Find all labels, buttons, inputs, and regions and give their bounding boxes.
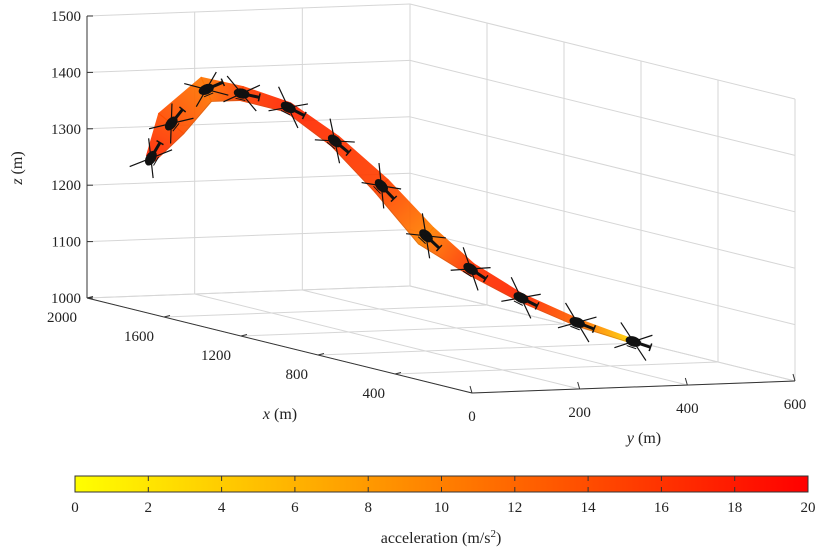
- grid-line: [86, 229, 411, 243]
- z-tick-label: 1100: [52, 235, 81, 251]
- grid-line: [240, 323, 565, 337]
- helicopter-icon: [450, 247, 491, 291]
- ribbon-edge: [575, 325, 633, 344]
- grid-line: [409, 59, 796, 156]
- y-tick-label: 600: [784, 397, 807, 413]
- grid-line: [86, 172, 411, 186]
- grid-line: [409, 3, 796, 100]
- grid-lines: [86, 3, 796, 394]
- colorbar-tick-label: 12: [507, 500, 522, 516]
- y-tick-mark: [684, 377, 688, 386]
- z-tick-label: 1000: [51, 291, 81, 307]
- y-tick-mark: [469, 385, 473, 394]
- x-axis-label: x (m): [262, 406, 297, 423]
- helicopter-icon: [268, 86, 309, 129]
- x-tick-label: 1200: [201, 348, 231, 364]
- colorbar-tick-label: 2: [145, 500, 153, 516]
- helicopter-icon: [314, 118, 355, 164]
- grid-line: [86, 116, 411, 130]
- z-tick-label: 1400: [51, 65, 81, 81]
- y-tick-mark: [792, 373, 796, 382]
- colorbar-tick-label: 14: [581, 500, 597, 516]
- grid-line: [317, 342, 642, 356]
- y-tick-label: 400: [676, 401, 699, 417]
- colorbar-label: acceleration (m/s2): [381, 528, 502, 547]
- helicopter-icon: [406, 213, 446, 259]
- x-axis-line: [86, 297, 473, 394]
- helicopter-icon: [501, 276, 541, 319]
- z-tick-label: 1200: [51, 178, 81, 194]
- colorbar-tick-label: 4: [218, 500, 226, 516]
- ribbon-edge: [240, 100, 287, 113]
- x-tick-mark: [86, 296, 94, 299]
- grid-line: [394, 361, 719, 375]
- x-tick-mark: [163, 315, 171, 318]
- grid-line: [409, 116, 796, 213]
- axes-box: [86, 16, 796, 394]
- colorbar-tick-label: 18: [727, 500, 742, 516]
- x-tick-label: 1600: [124, 329, 154, 345]
- helicopter-icon: [361, 163, 402, 209]
- helicopter-markers: [129, 71, 653, 361]
- colorbar-tick-label: 0: [71, 500, 79, 516]
- helicopter-icon: [557, 302, 597, 343]
- x-tick-mark: [317, 353, 325, 356]
- grid-line: [409, 172, 796, 269]
- grid-line: [194, 293, 580, 390]
- ribbon-edge: [374, 191, 419, 245]
- x-tick-mark: [240, 334, 248, 337]
- colorbar-tick-label: 8: [364, 500, 372, 516]
- helicopter-icon: [148, 103, 194, 144]
- x-tick-label: 800: [286, 367, 309, 383]
- grid-line: [302, 289, 688, 386]
- y-axis-line: [471, 380, 796, 394]
- ribbon-segment: [575, 318, 635, 344]
- ribbon-edge: [467, 273, 520, 302]
- colorbar-tick-label: 10: [434, 500, 449, 516]
- x-tick-mark: [394, 372, 402, 375]
- x-tick-label: 400: [363, 386, 386, 402]
- grid-line: [86, 3, 411, 17]
- grid-line: [409, 229, 796, 326]
- helicopter-icon: [184, 71, 229, 107]
- z-axis-label: z (m): [9, 151, 26, 185]
- tick-labels: 1000110012001300140015002000160012008004…: [47, 9, 806, 425]
- helicopter-icon: [223, 75, 261, 112]
- y-axis-label: y (m): [625, 430, 661, 447]
- colorbar-tick-label: 6: [291, 500, 299, 516]
- x-tick-label: 2000: [47, 310, 77, 326]
- ribbon-edge: [183, 101, 212, 134]
- helicopter-icon: [129, 138, 173, 179]
- helicopter-icon: [614, 322, 653, 361]
- z-tick-label: 1300: [51, 122, 81, 138]
- ribbon-edge: [519, 301, 577, 326]
- grid-line: [86, 59, 411, 73]
- grid-line: [86, 285, 411, 299]
- z-tick-label: 1500: [51, 9, 81, 25]
- ribbon-edge: [330, 145, 376, 193]
- grid-line: [163, 304, 488, 318]
- y-tick-mark: [577, 381, 581, 390]
- ribbon-edge: [154, 133, 184, 161]
- colorbar-ticks: 0 2 4 6 8 10 12 14 16 18 20: [71, 476, 816, 516]
- y-tick-label: 0: [468, 409, 476, 425]
- y-tick-label: 200: [568, 405, 591, 421]
- colorbar-tick-label: 16: [654, 500, 670, 516]
- ribbon-edge: [418, 243, 468, 275]
- colorbar-tick-label: 20: [801, 500, 816, 516]
